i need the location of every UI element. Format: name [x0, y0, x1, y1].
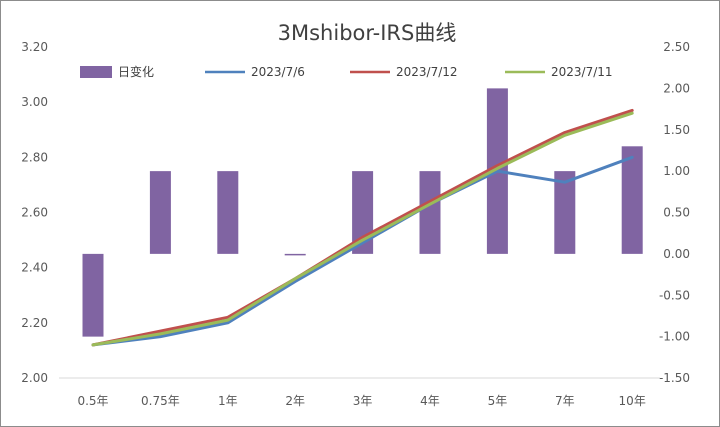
chart-title: 3Mshibor-IRS曲线	[278, 21, 457, 45]
x-tick-label: 7年	[555, 394, 575, 408]
y-left-tick: 3.00	[21, 95, 48, 109]
y-right-tick: -0.50	[659, 288, 690, 302]
legend-label-series-0: 2023/7/6	[251, 65, 305, 79]
bar-0.5年	[82, 253, 104, 337]
x-tick-label: 3年	[353, 394, 373, 408]
legend-label-series-1: 2023/7/12	[396, 65, 458, 79]
bar-7年	[554, 171, 576, 254]
bar-2年	[284, 253, 306, 256]
x-tick-label: 2年	[285, 394, 305, 408]
x-tick-label: 0.75年	[141, 394, 180, 408]
line-series-2	[91, 111, 634, 347]
y-left-tick: 2.20	[21, 316, 48, 330]
y-right-tick: 2.50	[663, 40, 690, 54]
y-axis-right: -1.50 -1.00 -0.50 0.00 0.50 1.00 1.50 2.00 2.50	[659, 40, 690, 385]
x-tick-label: 10年	[619, 394, 646, 408]
legend-label-daily-change: 日变化	[118, 64, 154, 79]
legend-label-series-2: 2023/7/11	[551, 65, 613, 79]
line-series-0	[91, 155, 634, 347]
bar-4年	[419, 171, 441, 254]
y-right-tick: -1.00	[659, 330, 690, 344]
legend-swatch-daily-change	[80, 66, 112, 78]
y-left-tick: 2.60	[21, 206, 48, 220]
bar-0.75年	[149, 171, 171, 254]
bar-series	[82, 88, 643, 337]
y-right-tick: 0.00	[663, 247, 690, 261]
bar-1年	[217, 171, 239, 254]
x-tick-label: 5年	[488, 394, 508, 408]
y-left-tick: 2.80	[21, 150, 48, 164]
y-right-tick: -1.50	[659, 371, 690, 385]
line-series-1	[91, 108, 634, 347]
y-right-tick: 1.00	[663, 164, 690, 178]
y-right-tick: 2.00	[663, 81, 690, 95]
y-left-tick: 2.00	[21, 371, 48, 385]
y-axis-left: 2.00 2.20 2.40 2.60 2.80 3.00 3.20	[21, 40, 48, 385]
bar-10年	[621, 146, 643, 254]
y-left-tick: 2.40	[21, 261, 48, 275]
y-left-tick: 3.20	[21, 40, 48, 54]
y-right-tick: 1.50	[663, 123, 690, 137]
x-tick-label: 4年	[420, 394, 440, 408]
legend: 日变化 2023/7/6 2023/7/12 2023/7/11	[80, 64, 613, 79]
x-tick-label: 1年	[218, 394, 238, 408]
x-tick-label: 0.5年	[77, 394, 108, 408]
x-axis: 0.5年 0.75年 1年 2年 3年 4年 5年 7年 10年	[59, 377, 660, 408]
line-series-group	[91, 108, 634, 347]
y-right-tick: 0.50	[663, 206, 690, 220]
